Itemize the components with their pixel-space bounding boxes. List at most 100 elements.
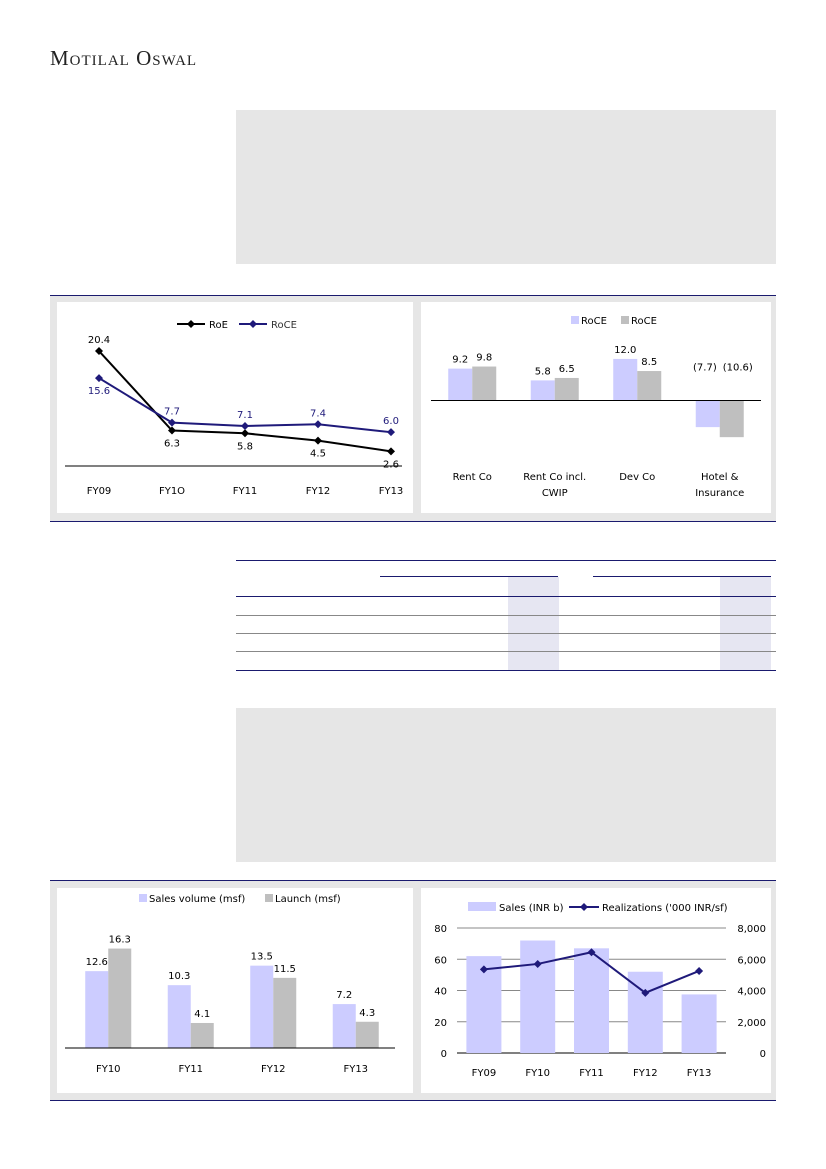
bar [574, 948, 609, 1053]
data-label: (10.6) [723, 362, 753, 373]
bar [613, 358, 638, 401]
chart-sales-launch: 12.6 16.3 FY10 10.3 4.1 FY11 13.5 11.5 FY12 7.2 4.… [57, 888, 413, 1093]
chart-row-1: FY09 FY1O FY11 FY12 FY13 RoE 20.4 6.3 5.8 4.5 2.6 R… [50, 296, 776, 521]
table-rule [236, 615, 776, 616]
table-rule [236, 670, 776, 671]
legend-swatch [139, 894, 147, 902]
bar [627, 971, 663, 1053]
x-tick-label: FY11 [579, 1068, 604, 1079]
bar [332, 1004, 356, 1048]
x-tick-label: FY13 [687, 1068, 712, 1079]
data-label: 6.3 [164, 438, 180, 449]
x-tick-label: FY13 [343, 1064, 368, 1075]
legend-label: RoCE [581, 316, 607, 327]
data-point [533, 959, 542, 968]
bar [250, 965, 274, 1048]
data-label: 20.4 [88, 335, 110, 346]
legend-label: RoE [209, 320, 228, 331]
data-point [241, 421, 249, 430]
data-label: 11.5 [274, 964, 296, 975]
bar [681, 994, 717, 1053]
data-point [387, 428, 395, 437]
data-point [641, 988, 650, 997]
y-tick-label: 40 [434, 987, 447, 998]
data-label: 5.8 [535, 366, 551, 377]
text-box [236, 708, 776, 862]
x-tick-label: FY12 [306, 486, 331, 497]
bar [472, 366, 497, 401]
bar [695, 400, 720, 428]
legend-label: Realizations ('000 INR/sf) [602, 903, 728, 914]
bar [108, 948, 132, 1048]
y-tick-label: 80 [434, 924, 447, 935]
data-label: 4.3 [359, 1008, 375, 1019]
legend-marker [187, 320, 195, 328]
y2-tick-label: 2,000 [737, 1018, 766, 1029]
data-label: 9.2 [452, 355, 468, 366]
text-box [236, 110, 776, 264]
legend-label: Launch (msf) [275, 894, 341, 905]
bar [637, 371, 662, 401]
x-tick-label: Hotel & [701, 472, 739, 483]
chart-segment-roce: 9.2 9.8 Rent Co 5.8 6.5 Rent Co incl. CWIP 12.0… [421, 302, 771, 513]
data-point [168, 418, 176, 427]
data-label: 4.1 [194, 1009, 210, 1020]
data-label: 10.3 [168, 971, 190, 982]
x-tick-label: FY10 [525, 1068, 550, 1079]
x-tick-label: Dev Co [619, 472, 655, 483]
x-tick-label: FY12 [633, 1068, 658, 1079]
y-tick-label: 0 [441, 1049, 447, 1060]
data-point [314, 436, 322, 445]
divider [50, 880, 776, 881]
bar [448, 368, 473, 401]
data-label: 12.6 [86, 957, 108, 968]
x-tick-label: Insurance [695, 488, 744, 499]
x-tick-label: FY13 [379, 486, 404, 497]
bar [85, 971, 109, 1048]
bar [190, 1022, 214, 1048]
data-point [587, 948, 596, 957]
legend-label: RoCE [631, 316, 657, 327]
data-point [95, 347, 103, 356]
legend-marker [249, 320, 257, 328]
bar [355, 1021, 379, 1048]
table-rule [593, 576, 771, 577]
data-label: 5.8 [237, 441, 253, 452]
data-label: 7.1 [237, 410, 253, 421]
data-label: 13.5 [251, 952, 273, 963]
bar [273, 977, 297, 1048]
table-rule [236, 651, 776, 652]
data-point [241, 429, 249, 438]
y2-tick-label: 6,000 [737, 955, 766, 966]
legend-label: Sales volume (msf) [149, 894, 245, 905]
chart-roe-roce: FY09 FY1O FY11 FY12 FY13 RoE 20.4 6.3 5.8 4.5 2.6 R… [57, 302, 413, 513]
data-label: 8.5 [641, 357, 657, 368]
x-tick-label: FY09 [472, 1068, 497, 1079]
data-label: 6.5 [559, 364, 575, 375]
data-point [479, 965, 488, 974]
legend-swatch [468, 902, 496, 911]
legend-swatch [571, 316, 579, 324]
data-label: 7.2 [336, 990, 352, 1001]
data-label: 15.6 [88, 386, 110, 397]
legend-label: RoCE [271, 320, 297, 331]
chart-sales-realization: 0 0 20 2,000 40 4,000 60 6,000 80 8,000 FY09 FY10 FY… [421, 888, 771, 1093]
table-rule [236, 596, 776, 597]
divider [50, 521, 776, 522]
data-label: 16.3 [109, 935, 131, 946]
y-tick-label: 60 [434, 955, 447, 966]
x-tick-label: FY1O [159, 486, 185, 497]
y2-tick-label: 0 [760, 1049, 766, 1060]
data-label: 4.5 [310, 449, 326, 460]
bar [554, 377, 579, 401]
data-point [387, 447, 395, 456]
divider [50, 1100, 776, 1101]
legend-swatch [621, 316, 629, 324]
data-label: 2.6 [383, 459, 399, 470]
bar [520, 940, 556, 1053]
data-point [695, 966, 704, 975]
table-rule [236, 633, 776, 634]
data-label: 6.0 [383, 416, 399, 427]
table-highlight-column [508, 577, 559, 670]
